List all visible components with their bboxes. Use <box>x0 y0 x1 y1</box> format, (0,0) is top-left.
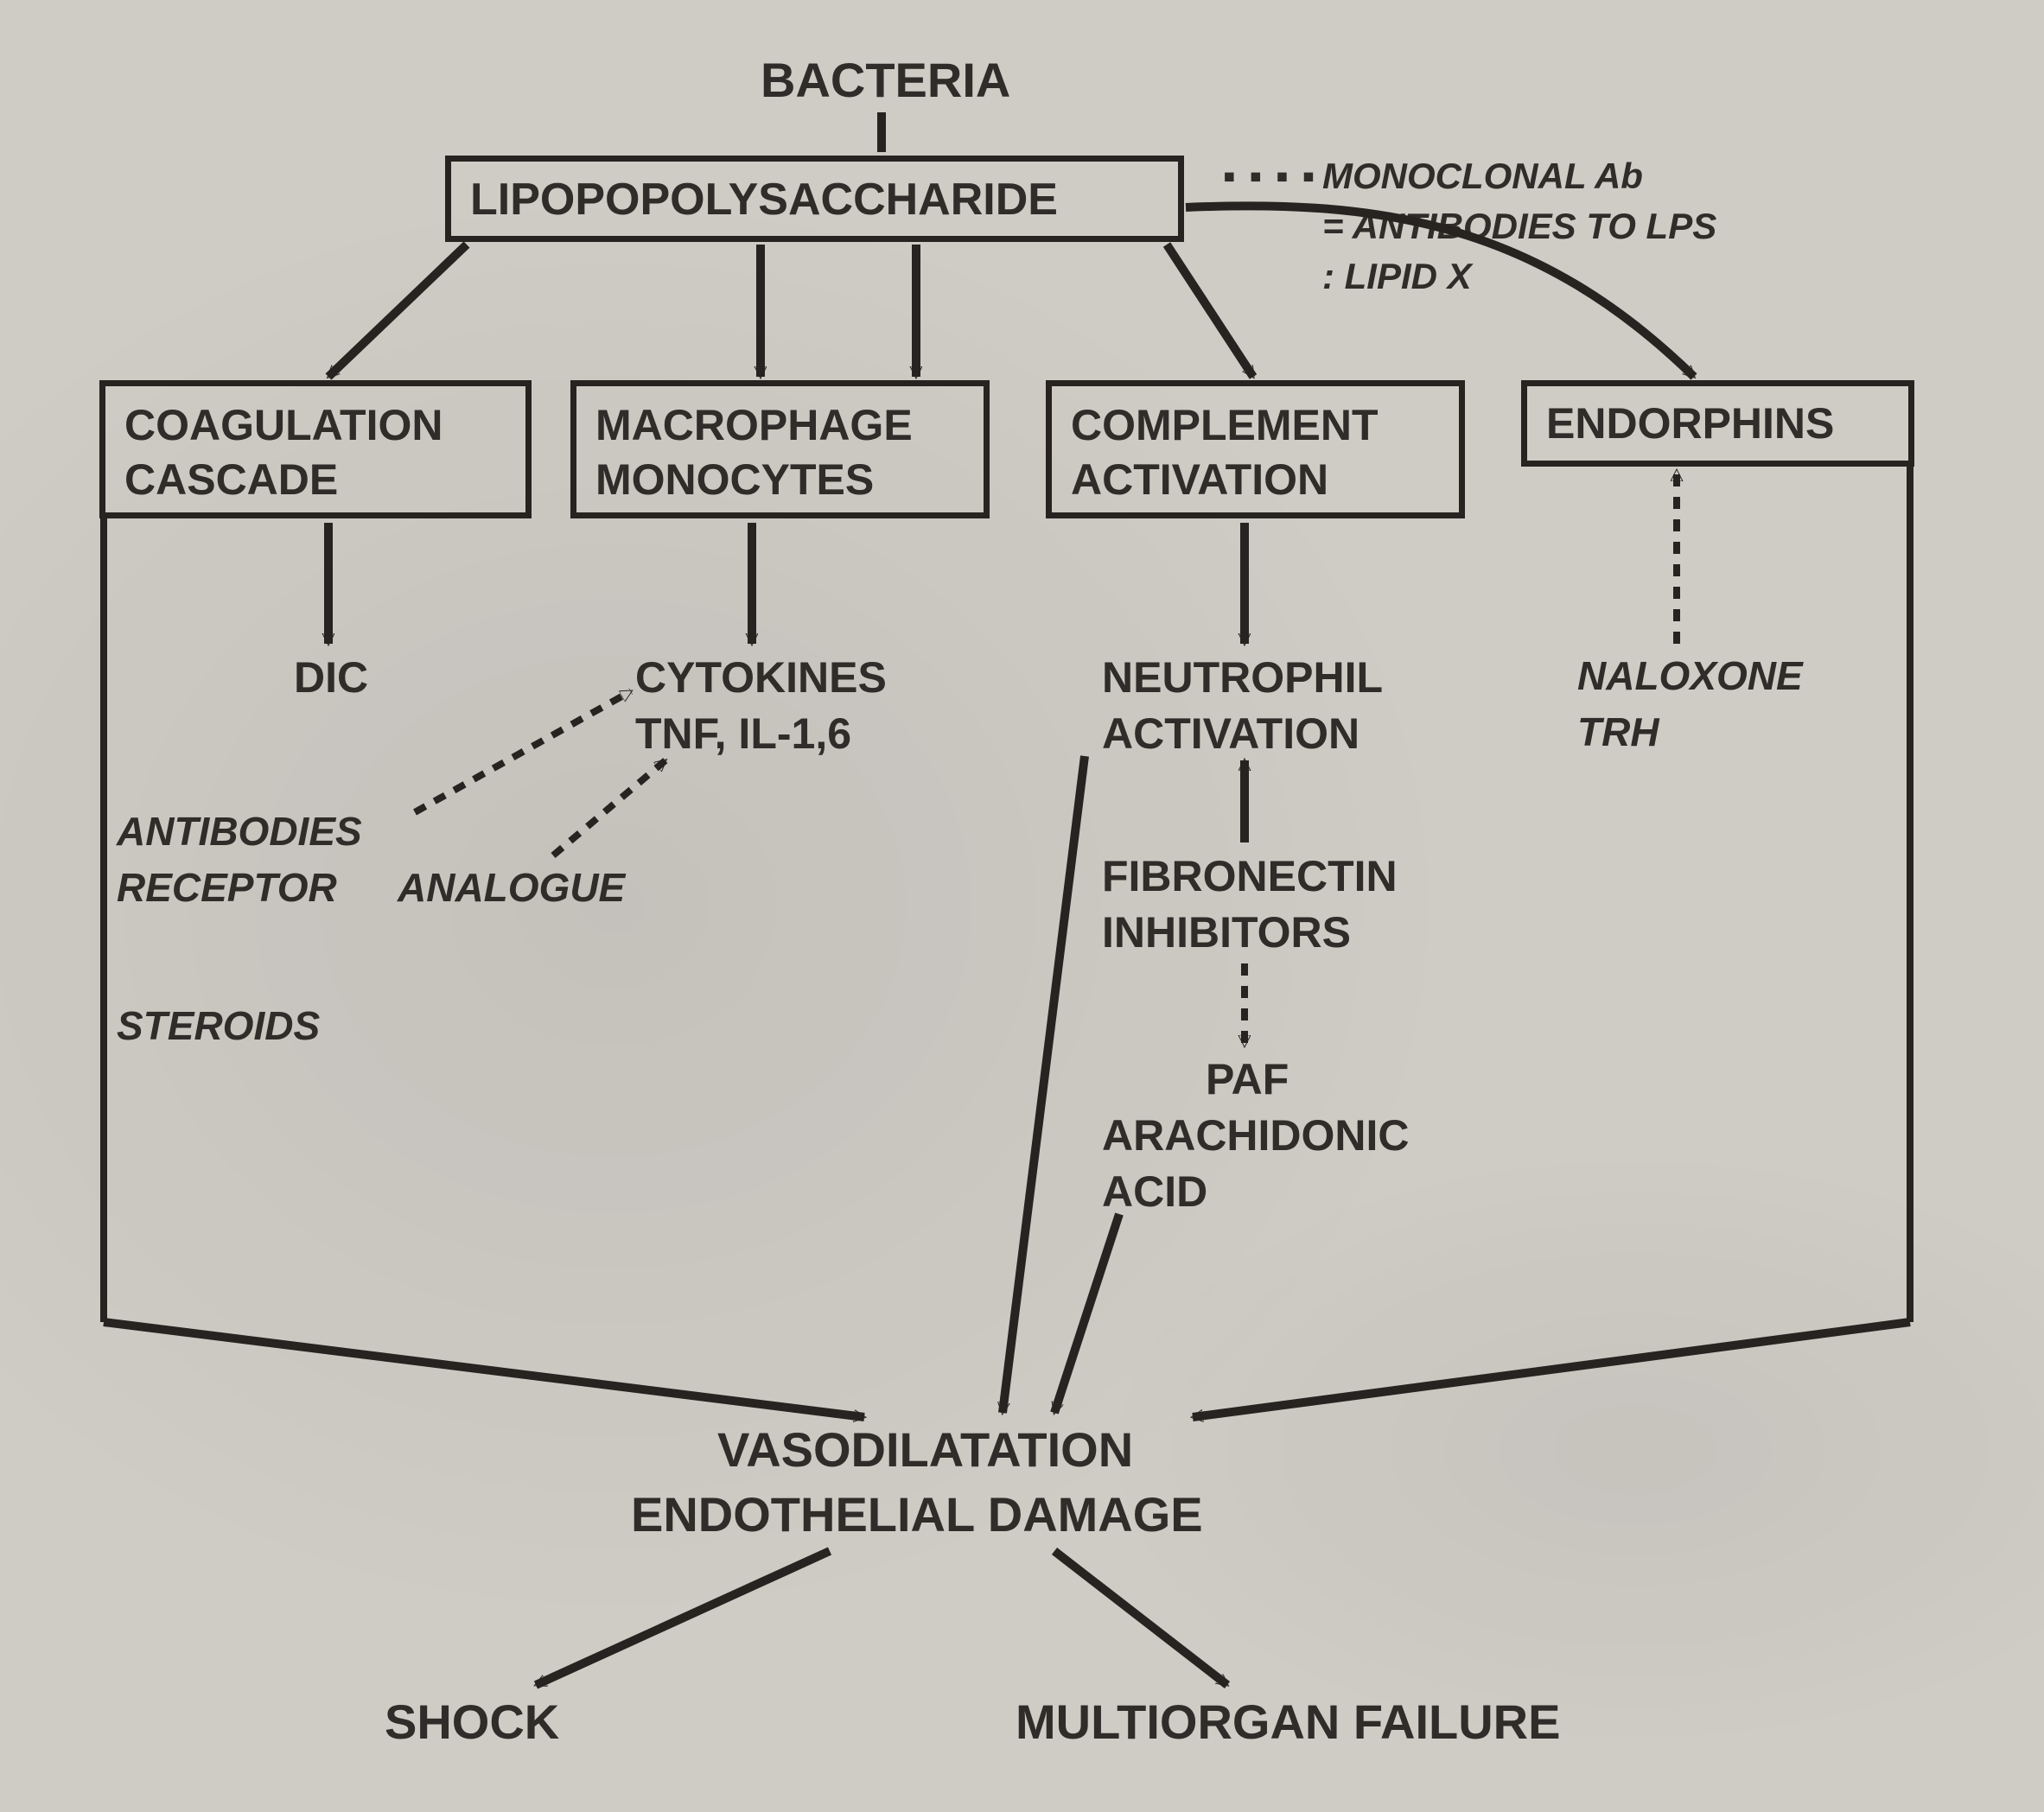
lps-note-dashes: ▪ ▪ ▪ ▪ <box>1223 156 1317 197</box>
box-complement-activation: COMPLEMENT ACTIVATION <box>1046 380 1465 518</box>
lps-text: LIPOPOPOLYSACCHARIDE <box>470 175 1058 225</box>
label-multiorgan-failure: MULTIORGAN FAILURE <box>1016 1694 1560 1750</box>
lps-note-monoclonal: MONOCLONAL Ab <box>1322 156 1643 197</box>
box-endorphins: ENDORPHINS <box>1521 380 1914 467</box>
box-macrophage-monocytes: MACROPHAGE MONOCYTES <box>570 380 990 518</box>
label-activation: ACTIVATION <box>1102 709 1359 759</box>
compl-l2: ACTIVATION <box>1071 455 1328 504</box>
coag-l2: CASCADE <box>124 455 338 504</box>
macro-l2: MONOCYTES <box>595 455 874 504</box>
label-endothelial-damage: ENDOTHELIAL DAMAGE <box>631 1486 1203 1542</box>
compl-l1: COMPLEMENT <box>1071 401 1379 449</box>
label-analogue: ANALOGUE <box>398 864 625 911</box>
label-vasodilatation: VASODILATATION <box>717 1421 1133 1478</box>
box-coagulation-cascade: COAGULATION CASCADE <box>99 380 532 518</box>
label-tnf: TNF, IL-1,6 <box>635 709 851 759</box>
label-shock: SHOCK <box>385 1694 559 1750</box>
label-fibronectin: FIBRONECTIN <box>1102 851 1398 901</box>
label-paf: PAF <box>1206 1054 1289 1104</box>
coag-l1: COAGULATION <box>124 401 443 449</box>
lps-note-lipidx: : LIPID X <box>1322 256 1472 297</box>
lps-note-antibodies: = ANTIBODIES TO LPS <box>1322 206 1716 247</box>
label-cytokines: CYTOKINES <box>635 652 887 703</box>
label-receptor: RECEPTOR <box>117 864 337 911</box>
box-lps: LIPOPOPOLYSACCHARIDE <box>445 156 1184 242</box>
label-trh: TRH <box>1577 709 1659 755</box>
label-antibodies: ANTIBODIES <box>117 808 362 855</box>
label-dic: DIC <box>294 652 368 703</box>
label-steroids: STEROIDS <box>117 1002 320 1049</box>
label-neutrophil: NEUTROPHIL <box>1102 652 1383 703</box>
label-acid: ACID <box>1102 1167 1207 1217</box>
macro-l1: MACROPHAGE <box>595 401 913 449</box>
label-arachidonic: ARACHIDONIC <box>1102 1110 1410 1160</box>
label-naloxone: NALOXONE <box>1577 652 1803 699</box>
endo-text: ENDORPHINS <box>1546 399 1834 448</box>
title-bacteria: BACTERIA <box>761 52 1010 108</box>
label-inhibitors: INHIBITORS <box>1102 907 1351 957</box>
